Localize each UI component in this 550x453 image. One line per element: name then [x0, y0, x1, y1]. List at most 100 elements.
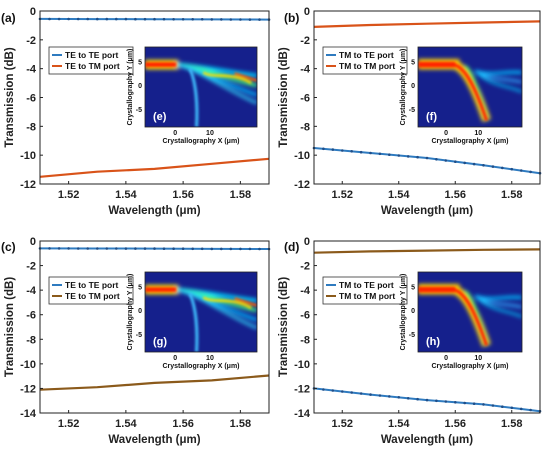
- x-tick-label: 1.56: [445, 418, 466, 430]
- inset-label: (e): [153, 111, 167, 123]
- legend-box: [322, 276, 408, 305]
- y-tick-label: -12: [294, 383, 310, 395]
- inset-y-tick: 0: [138, 308, 142, 315]
- inset-label: (f): [426, 111, 437, 123]
- legend-box: [48, 276, 134, 305]
- field-heatmap: [145, 47, 257, 127]
- field-heatmap: [418, 272, 522, 352]
- panel-label: (c): [1, 240, 16, 254]
- data-point: [454, 160, 457, 163]
- series-markers-0: [38, 247, 271, 251]
- inset-y-tick: 5: [138, 60, 142, 67]
- data-point: [67, 247, 70, 250]
- x-tick-label: 1.52: [58, 418, 79, 430]
- data-point: [444, 400, 448, 403]
- data-point: [482, 403, 485, 406]
- data-point: [341, 390, 344, 393]
- x-tick-label: 1.56: [445, 189, 466, 201]
- data-point: [229, 247, 233, 251]
- inset-y-tick: -5: [136, 107, 142, 114]
- data-point: [229, 18, 233, 21]
- field-heatmap: [145, 272, 257, 352]
- data-point: [463, 161, 467, 165]
- y-tick-label: -14: [294, 408, 311, 420]
- data-point: [153, 247, 156, 250]
- inset-y-tick: -5: [136, 332, 142, 339]
- legend-entry: TE to TE port: [65, 50, 119, 60]
- y-tick-label: 0: [30, 236, 36, 248]
- data-point: [322, 388, 325, 391]
- y-tick-label: -2: [26, 261, 36, 273]
- data-point: [105, 17, 109, 21]
- y-tick-label: -8: [300, 121, 310, 133]
- data-point: [191, 18, 194, 21]
- data-point: [76, 247, 80, 250]
- x-tick-label: 1.52: [332, 418, 353, 430]
- inset-frame: [144, 46, 258, 128]
- data-point: [191, 247, 194, 251]
- data-point: [153, 17, 156, 21]
- y-tick-label: -10: [294, 359, 310, 371]
- inset-x-tick: 10: [474, 355, 482, 362]
- y-tick-label: -4: [300, 64, 311, 76]
- data-point: [67, 17, 70, 21]
- data-point: [115, 17, 118, 21]
- legend-entry: TM to TM port: [339, 291, 395, 301]
- data-point: [388, 395, 391, 398]
- x-tick-label: 1.54: [388, 418, 410, 430]
- data-point: [510, 167, 514, 171]
- inset-x-tick: 0: [173, 355, 177, 362]
- data-point: [220, 247, 223, 251]
- data-point: [57, 17, 61, 21]
- legend-entry: TM to TM port: [339, 61, 395, 71]
- y-tick-label: -6: [26, 310, 36, 322]
- inset-y-label: Crystallography Y (μm): [127, 49, 134, 126]
- y-tick-label: -6: [300, 93, 310, 105]
- data-point: [248, 247, 252, 251]
- y-tick-label: -8: [300, 334, 310, 346]
- data-point: [124, 17, 128, 21]
- inset-x-label: Crystallography X (μm): [162, 363, 239, 370]
- data-point: [388, 153, 391, 156]
- x-tick-label: 1.58: [230, 418, 251, 430]
- legend-box: [322, 46, 408, 75]
- data-point: [359, 150, 363, 154]
- data-point: [472, 402, 476, 406]
- data-point: [96, 247, 99, 250]
- inset-x-tick: 10: [206, 355, 214, 362]
- panel-a: (a) 0 -2 -4 -6 -8 -10 -12 1.52 1.54 1.56 1.58 Wavele…: [1, 6, 271, 217]
- inset-frame: [417, 46, 523, 128]
- y-tick-label: -8: [26, 334, 36, 346]
- panel-label: (d): [284, 240, 299, 254]
- data-point: [162, 17, 166, 21]
- y-axis-label: Transmission (dB): [278, 47, 290, 147]
- inset-x-tick: 0: [444, 130, 448, 137]
- y-tick-label: -6: [26, 93, 36, 105]
- data-point: [331, 389, 335, 392]
- data-point: [322, 147, 325, 151]
- data-point: [482, 164, 485, 167]
- data-point: [510, 406, 514, 410]
- data-point: [258, 247, 261, 251]
- x-tick-label: 1.54: [115, 418, 137, 430]
- data-point: [472, 162, 476, 166]
- x-axis-label: Wavelength (μm): [381, 205, 473, 217]
- data-point: [210, 18, 214, 21]
- legend-entry: TE to TM port: [65, 61, 120, 71]
- data-point: [369, 393, 372, 396]
- inset-y-label: Crystallography Y (μm): [400, 49, 407, 126]
- y-axis-label: Transmission (dB): [4, 277, 16, 377]
- plot-frame: [313, 240, 541, 414]
- inset-y-label: Crystallography Y (μm): [400, 274, 407, 351]
- x-tick-label: 1.58: [230, 189, 251, 201]
- y-tick-label: -14: [20, 408, 37, 420]
- data-point: [239, 18, 242, 21]
- data-point: [501, 166, 504, 170]
- y-tick-label: -12: [294, 179, 310, 191]
- data-point: [162, 247, 166, 250]
- data-point: [200, 247, 204, 251]
